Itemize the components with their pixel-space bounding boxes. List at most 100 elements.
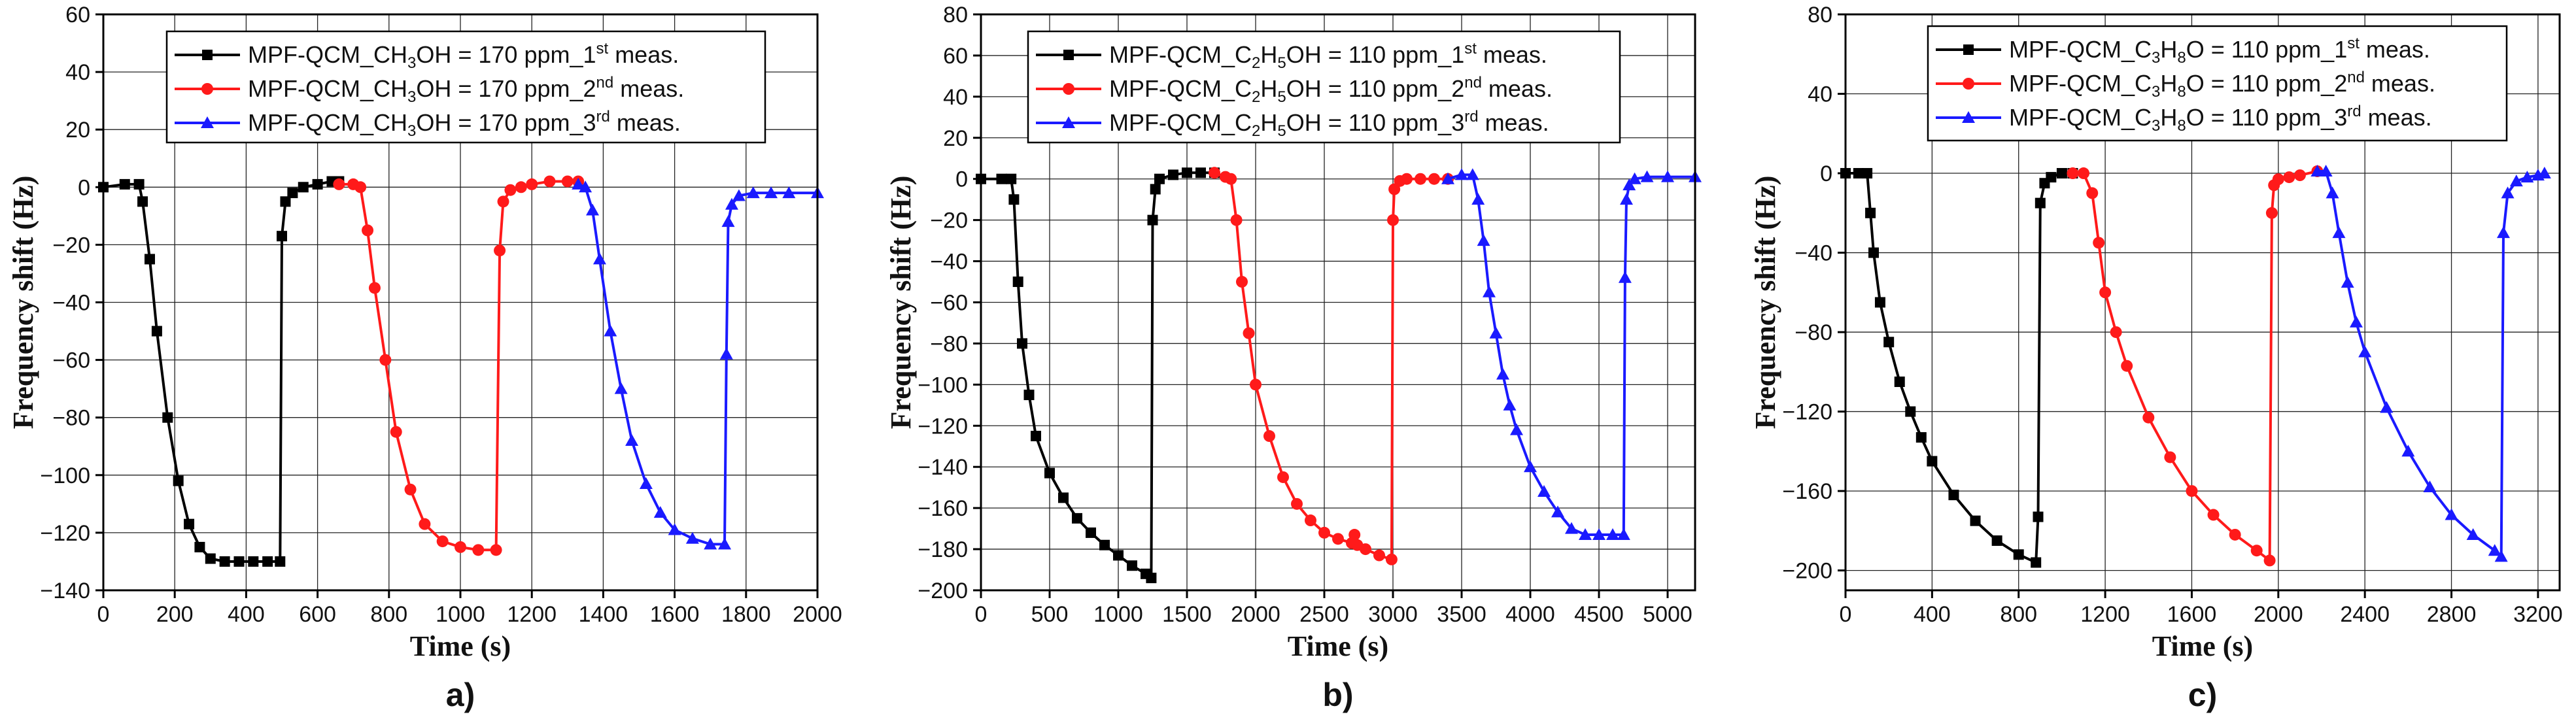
x-tick-label: 2000 [793,602,842,627]
legend-entry-0: MPF-QCM_C2H5OH = 110 ppm_1st meas. [1109,40,1547,72]
panel-label: b) [1322,677,1353,713]
data-point [1640,170,1654,182]
y-tick-label: −180 [918,537,968,562]
data-point [2466,528,2480,540]
data-point [1894,377,1905,388]
data-point [275,556,286,567]
panel-label: c) [2188,677,2217,713]
x-tick-label: 2500 [1299,602,1349,627]
data-point [2250,545,2263,557]
data-point [1360,543,1371,556]
data-point [2142,411,2155,424]
data-point [1661,170,1674,182]
legend: MPF-QCM_C2H5OH = 110 ppm_1st meas.MPF-QC… [1027,30,1621,144]
data-point [1012,277,1023,288]
legend-entry-1: MPF-QCM_C2H5OH = 110 ppm_2nd meas. [1109,74,1553,106]
y-tick-label: 20 [943,126,968,151]
data-point [1537,484,1551,497]
data-point [1510,423,1523,435]
plot-frame [1844,13,2561,592]
x-tick-label: 3000 [1368,602,1418,627]
data-point [436,535,449,548]
legend-box [165,30,766,144]
data-point [2358,345,2372,358]
data-point [2445,508,2458,520]
data-point [419,518,431,530]
data-point [2035,197,2046,209]
data-point [1023,390,1035,401]
legend-entry-0: MPF-QCM_CH3OH = 170 ppm_1st meas. [248,40,679,72]
data-point [1031,431,1041,442]
data-point [455,541,466,553]
legend-marker [1962,111,1975,123]
x-tick-label: 400 [1914,602,1951,627]
data-point [572,177,585,190]
y-tick-label: −200 [1782,559,1832,584]
y-tick-label: 40 [65,60,90,85]
data-point [2031,557,2042,568]
x-axis-title: Time (s) [2152,630,2253,662]
data-point [579,180,592,193]
data-point [298,182,309,193]
data-point [1006,173,1017,184]
data-point [2265,207,2278,219]
data-point [362,224,374,237]
y-tick-label: −80 [52,406,90,431]
data-point [996,173,1007,184]
x-tick-label: 5000 [1643,602,1692,627]
data-point [2293,169,2306,182]
data-point [1862,168,1873,179]
data-point [2537,167,2551,179]
legend-marker [1063,83,1074,95]
legend-marker [1963,78,1974,90]
data-point [137,196,148,207]
data-point [1415,173,1426,185]
chart-panel-1: 0 500 1000 1500 2000 2500 3000 3500 4000 4500 5000… [885,3,1702,713]
data-point [1236,276,1248,288]
legend-marker [202,50,213,60]
data-point [1154,173,1165,184]
y-axis-title: Frequency shift (Hz) [1749,176,1781,429]
data-point [1623,178,1636,191]
data-point [721,215,735,227]
x-tick-label: 2400 [2340,602,2390,627]
data-point [1455,168,1468,180]
y-tick-label: 60 [943,44,968,69]
x-tick-label: 0 [975,602,987,627]
data-point [653,506,667,518]
data-point [1017,338,1027,349]
data-point [2283,171,2295,184]
data-point [184,518,195,530]
data-point [1387,214,1399,226]
y-tick-label: 0 [955,167,968,192]
data-point [1874,297,1885,308]
y-tick-label: −20 [52,233,90,258]
data-point [1606,528,1619,541]
data-point [1551,505,1564,518]
data-point [592,252,606,265]
data-point [2341,276,2354,288]
data-point [1086,527,1096,538]
data-point [2086,187,2099,199]
y-tick-label: 40 [1808,82,1832,107]
data-point [1385,553,1398,565]
legend-entry-2: MPF-QCM_C2H5OH = 110 ppm_3rd meas. [1109,108,1549,140]
x-axis-title: Time (s) [1288,630,1388,662]
data-point [1915,432,1927,443]
data-point [2207,509,2220,521]
data-point [2067,167,2079,180]
x-tick-label: 1000 [436,602,485,627]
data-point [280,196,291,207]
data-point [1948,490,1959,501]
data-point [1927,456,1938,467]
data-point [1146,573,1157,584]
y-axis-title: Frequency shift (Hz) [7,176,39,429]
data-point [133,178,145,190]
legend-entry-2: MPF-QCM_CH3OH = 170 ppm_3rd meas. [248,108,681,140]
x-tick-label: 1200 [507,602,557,627]
data-point [561,175,574,188]
data-point [1401,173,1413,185]
data-point [746,186,760,199]
data-point [494,244,506,257]
